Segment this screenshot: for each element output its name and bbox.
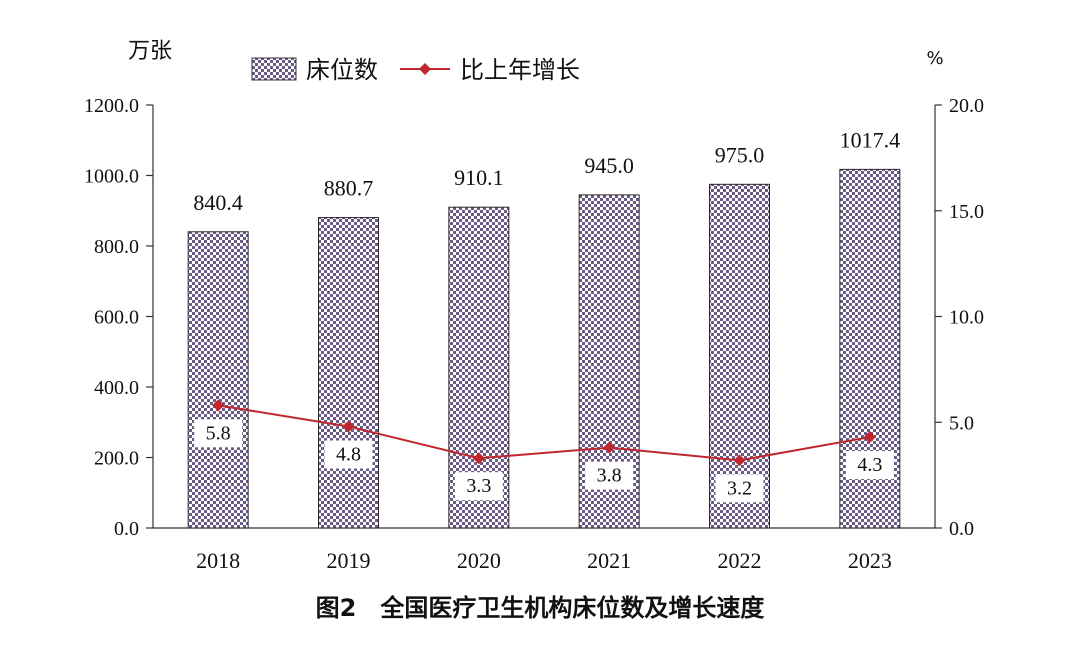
legend-bar-swatch bbox=[251, 57, 297, 81]
legend-line-marker bbox=[419, 63, 431, 75]
line-marker bbox=[472, 452, 485, 465]
bar bbox=[318, 217, 379, 529]
y-tick-label: 0.0 bbox=[114, 518, 139, 540]
chart-title: 图2 全国医疗卫生机构床位数及增长速度 bbox=[315, 594, 765, 622]
line-value-label: 3.3 bbox=[466, 475, 491, 497]
x-tick-label: 2021 bbox=[587, 548, 631, 573]
y2-axis-unit-label: % bbox=[926, 48, 943, 69]
y-tick-label: 1200.0 bbox=[84, 95, 139, 117]
line-label-box bbox=[845, 451, 894, 480]
y-tick-label: 800.0 bbox=[94, 236, 139, 258]
x-tick-label: 2018 bbox=[196, 548, 240, 573]
line-label-box bbox=[194, 419, 243, 448]
line-value-label: 3.2 bbox=[727, 477, 752, 499]
line-value-label: 3.8 bbox=[597, 465, 622, 487]
x-tick-label: 2019 bbox=[327, 548, 371, 573]
bar-value-label: 975.0 bbox=[715, 142, 765, 167]
line-label-box bbox=[715, 474, 764, 503]
x-axis-ticks: 2018 2019 2020 2021 2022 2023 bbox=[196, 548, 892, 573]
y2-tick-label: 15.0 bbox=[949, 201, 984, 223]
line-marker bbox=[212, 399, 225, 412]
line-marker bbox=[342, 420, 355, 433]
legend-bar-label: 床位数 bbox=[306, 56, 378, 84]
line-value-label: 4.8 bbox=[336, 443, 361, 465]
bar-value-label: 945.0 bbox=[584, 153, 634, 178]
x-tick-label: 2022 bbox=[718, 548, 762, 573]
bar bbox=[709, 183, 770, 529]
bar-value-label: 910.1 bbox=[454, 165, 504, 190]
line-marker bbox=[603, 441, 616, 454]
bar-value-label: 880.7 bbox=[324, 176, 374, 201]
bar-series: 840.4 880.7 910.1 945.0 975.0 1017.4 bbox=[187, 127, 901, 529]
x-tick-label: 2023 bbox=[848, 548, 892, 573]
legend-line-label: 比上年增长 bbox=[460, 56, 580, 84]
y2-axis-ticks: 0.0 5.0 10.0 15.0 20.0 bbox=[935, 95, 984, 540]
y2-tick-label: 5.0 bbox=[949, 412, 974, 434]
bar bbox=[187, 231, 249, 529]
y-tick-label: 200.0 bbox=[94, 448, 139, 470]
y-axis-ticks: 0.0 200.0 400.0 600.0 800.0 1000.0 1200.0 bbox=[84, 95, 153, 540]
growth-line bbox=[218, 404, 871, 462]
line-value-label: 5.8 bbox=[206, 422, 231, 444]
line-value-label: 4.3 bbox=[857, 454, 882, 476]
bar-value-label: 840.4 bbox=[193, 190, 243, 215]
line-label-box bbox=[454, 472, 503, 501]
line-label-box bbox=[585, 461, 634, 490]
y-tick-label: 1000.0 bbox=[84, 166, 139, 188]
y2-tick-label: 20.0 bbox=[949, 95, 984, 117]
y2-tick-label: 10.0 bbox=[949, 307, 984, 329]
line-marker bbox=[733, 454, 746, 467]
legend: 床位数 比上年增长 bbox=[251, 56, 580, 84]
x-tick-label: 2020 bbox=[457, 548, 501, 573]
bar-value-label: 1017.4 bbox=[840, 127, 901, 152]
y-tick-label: 400.0 bbox=[94, 377, 139, 399]
line-marker bbox=[863, 431, 876, 444]
y-axis-unit-label: 万张 bbox=[128, 39, 172, 64]
y-tick-label: 600.0 bbox=[94, 307, 139, 329]
y2-tick-label: 0.0 bbox=[949, 518, 974, 540]
line-series: 5.8 4.8 3.3 3.8 3.2 4.3 bbox=[194, 399, 894, 503]
line-label-box bbox=[324, 440, 373, 469]
